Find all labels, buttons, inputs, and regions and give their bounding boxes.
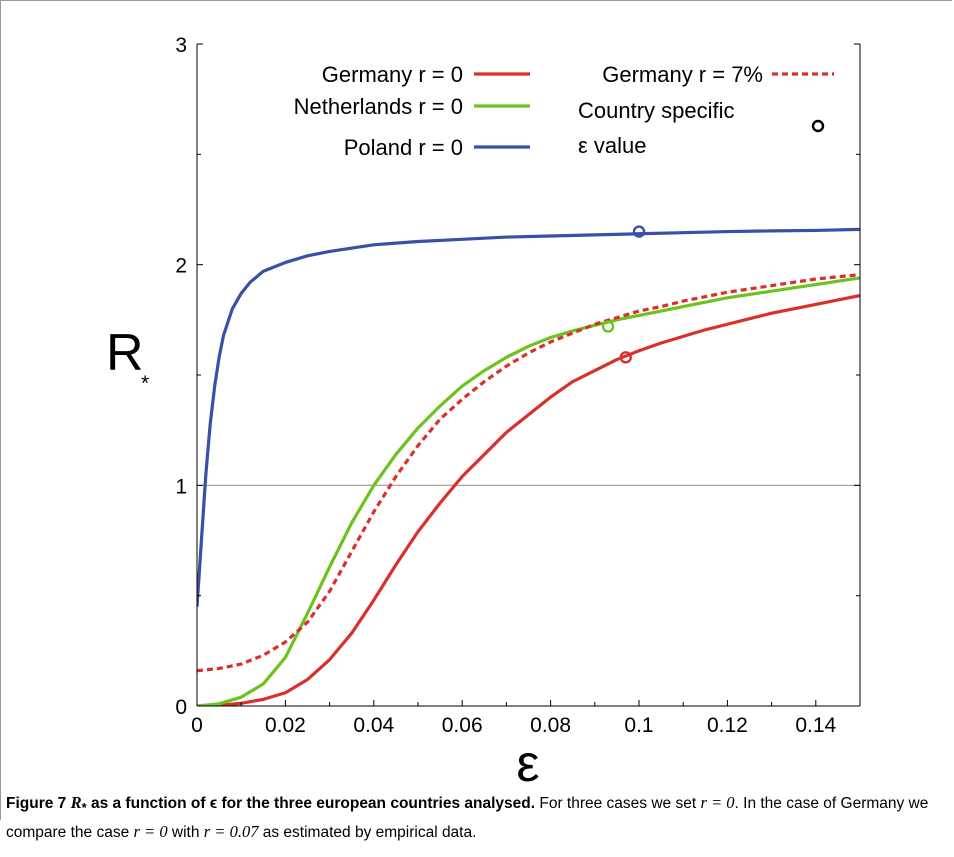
y-tick-label-1: 1 bbox=[175, 475, 187, 498]
x-tick-label-3: 0.06 bbox=[442, 714, 483, 737]
legend-label-poland-r-0: Poland r = 0 bbox=[344, 135, 463, 160]
legend-label-netherlands-r-0: Netherlands r = 0 bbox=[294, 94, 463, 119]
legend-label-germany-r-0: Germany r = 0 bbox=[322, 62, 463, 87]
caption-label: Figure 7 bbox=[6, 795, 67, 812]
legend-label-points-line-2: ε value bbox=[578, 133, 647, 158]
x-tick-label-7: 0.14 bbox=[795, 714, 836, 737]
y-axis-title: R bbox=[106, 324, 144, 382]
legend: Germany r = 0 Netherlands r = 0 Poland r =… bbox=[294, 62, 834, 160]
caption-title: Figure 7 R* as a function of ϵ for the t… bbox=[6, 793, 536, 816]
caption-subscript: * bbox=[81, 800, 87, 816]
caption-r0-2: r = 0 bbox=[133, 822, 168, 842]
x-tick-label-2: 0.04 bbox=[353, 714, 394, 737]
series-line-germany-r-0 bbox=[197, 293, 860, 706]
x-tick-label-1: 0.02 bbox=[265, 714, 306, 737]
x-tick-label-4: 0.08 bbox=[530, 714, 571, 737]
country-point-1 bbox=[601, 320, 615, 333]
country-point-0 bbox=[619, 351, 632, 364]
legend-label-points-line-1: Country specific bbox=[578, 98, 735, 123]
caption-body-1: For three cases we set bbox=[535, 795, 701, 812]
y-tick-label-2: 2 bbox=[175, 255, 187, 278]
series-line-germany-r-7 bbox=[197, 273, 860, 673]
series-line-poland-r-0 bbox=[197, 227, 860, 607]
plot-area bbox=[197, 225, 860, 706]
r-star-chart: 0 0.02 0.04 0.06 0.08 0.1 0.12 0.14 0 1 2 3 ε R* Germ… bbox=[106, 34, 861, 790]
legend-label-germany-r-7: Germany r = 7% bbox=[602, 62, 763, 87]
caption-body-4: as estimated by empirical data. bbox=[258, 824, 477, 842]
x-tick-label-5: 0.1 bbox=[624, 714, 653, 737]
axes: 0 0.02 0.04 0.06 0.08 0.1 0.12 0.14 0 1 2 3 ε R* bbox=[106, 34, 861, 790]
caption-body-2: . In the case of Germany we compare the … bbox=[6, 795, 929, 842]
country-point-2 bbox=[632, 225, 646, 238]
figure-frame bbox=[0, 0, 952, 820]
caption-r007: r = 0.07 bbox=[203, 822, 259, 842]
caption-symbol: R bbox=[70, 793, 82, 812]
x-tick-label-0: 0 bbox=[191, 714, 203, 737]
series-line-netherlands-r-0 bbox=[197, 276, 860, 706]
caption-title-rest: as a function of ϵ for the three europea… bbox=[86, 795, 536, 812]
x-axis-title: ε bbox=[516, 735, 539, 790]
figure-caption: Figure 7 R* as a function of ϵ for the t… bbox=[6, 791, 950, 845]
legend-swatch-points bbox=[811, 119, 825, 133]
caption-body-3: with bbox=[167, 824, 204, 842]
y-tick-label-0: 0 bbox=[175, 696, 187, 719]
y-tick-label-3: 3 bbox=[175, 34, 187, 57]
caption-r0: r = 0 bbox=[700, 793, 735, 812]
x-tick-label-6: 0.12 bbox=[707, 714, 748, 737]
y-axis-title-subscript: * bbox=[141, 372, 149, 395]
series-lines bbox=[197, 227, 860, 706]
